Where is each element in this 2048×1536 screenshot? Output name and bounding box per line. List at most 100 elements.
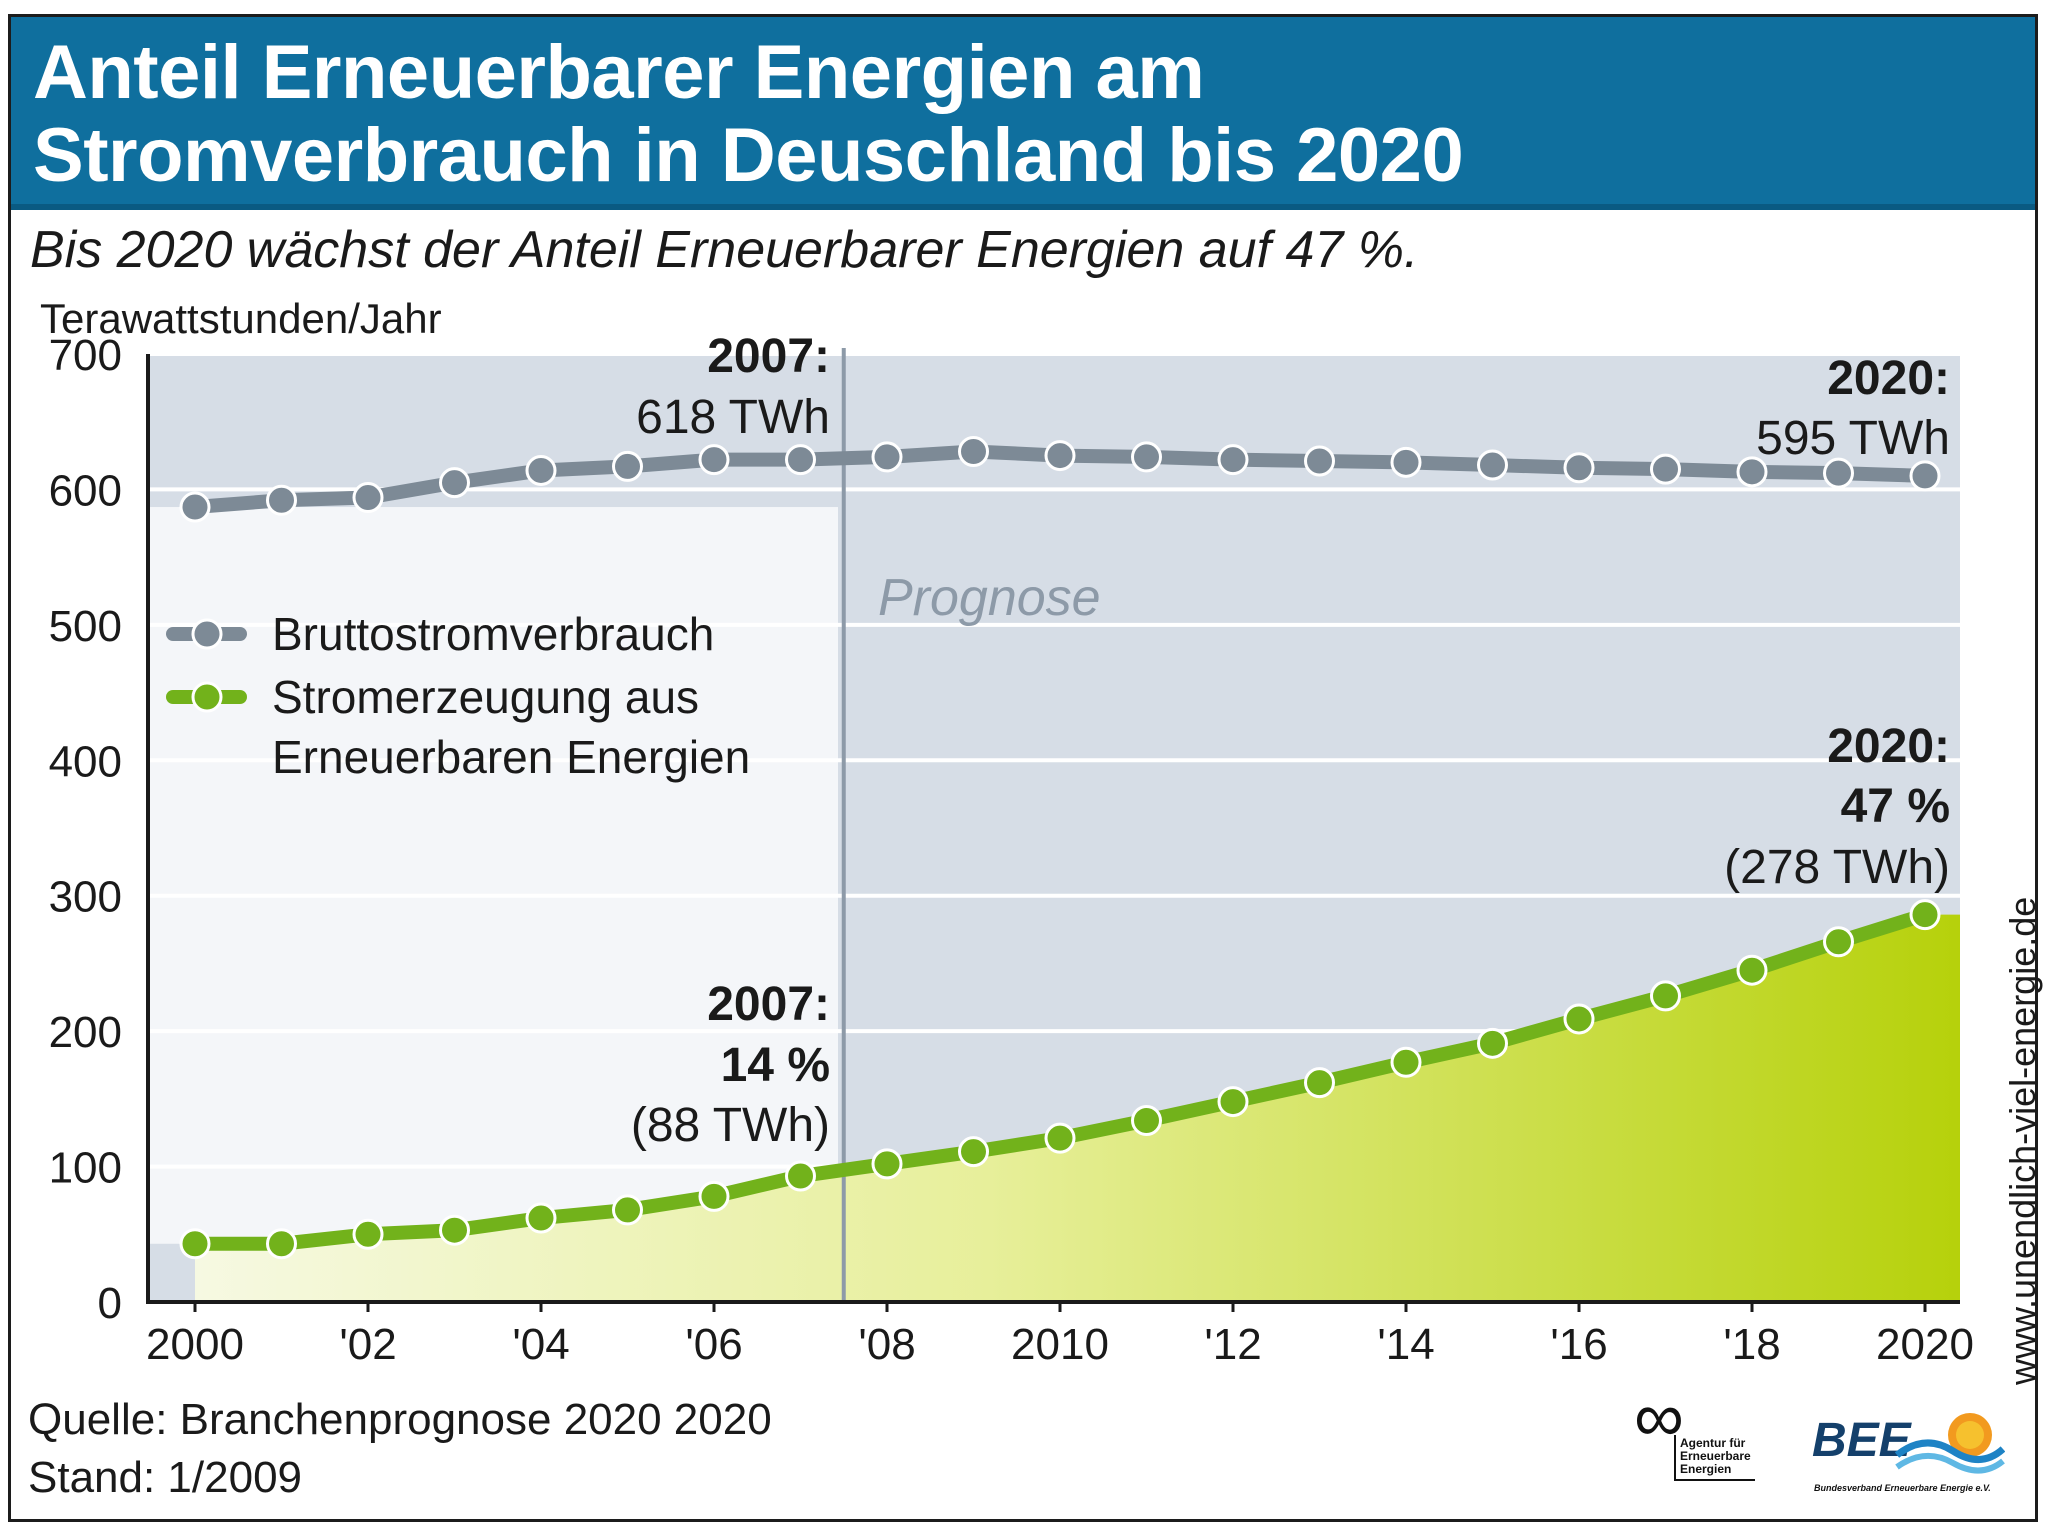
y-tick-label: 700: [49, 331, 122, 380]
gross-point: [439, 467, 470, 499]
gross-point: [1131, 441, 1162, 473]
agentur-logo-text: Agentur für Erneuerbare Energien: [1674, 1435, 1755, 1481]
renewables-point: [179, 1228, 211, 1260]
renewables-point: [1217, 1086, 1249, 1118]
status-line: Stand: 1/2009: [28, 1453, 303, 1502]
history-band: [148, 507, 838, 1244]
gross-point: [525, 454, 557, 486]
gross-point: [698, 444, 730, 476]
renewables-point: [1563, 1003, 1595, 1035]
gross-point: [1477, 449, 1508, 481]
gross-point: [266, 484, 297, 516]
x-tick-label: '18: [1723, 1320, 1780, 1369]
x-tick-label: 2020: [1876, 1320, 1974, 1369]
gross-point: [785, 444, 816, 476]
renewables-point: [266, 1228, 297, 1260]
y-tick-label: 600: [49, 466, 122, 515]
x-tick-label: '08: [858, 1320, 915, 1369]
y-tick-label: 400: [49, 737, 122, 786]
x-tick-label: '02: [339, 1320, 396, 1369]
header-bar: Anteil Erneuerbarer Energien am Stromver…: [11, 17, 2035, 210]
annotation-value: (88 TWh): [631, 1099, 830, 1152]
y-tick-label: 500: [49, 602, 122, 651]
renewables-point: [785, 1160, 816, 1192]
gross-point: [1217, 444, 1249, 476]
x-tick-label: '14: [1377, 1320, 1434, 1369]
legend-label-renewables: Stromerzeugung aus: [272, 671, 699, 723]
y-axis-label: Terawattstunden/Jahr: [40, 295, 442, 342]
sun-wave-icon: [1895, 1413, 2005, 1474]
x-tick-label: '06: [685, 1320, 742, 1369]
renewables-point: [698, 1180, 730, 1212]
annotation-value: 595 TWh: [1756, 412, 1950, 465]
chart-title: Anteil Erneuerbarer Energien am Stromver…: [33, 30, 1464, 198]
x-tick-label: 2010: [1011, 1320, 1109, 1369]
annotation-year: 2020:: [1827, 720, 1950, 773]
annotation-percent: 14 %: [721, 1039, 830, 1092]
axes: 0 100 200 300 400 500 600 700 2000 '02 '04 '06 '08 20…: [49, 331, 1974, 1369]
gross-point: [1304, 445, 1335, 477]
annotation-year: 2007:: [707, 978, 830, 1031]
series-bruttostromverbrauch: [179, 436, 1941, 523]
legend: Bruttostromverbrauch Stromerzeugung aus Er…: [166, 608, 750, 783]
renewables-point: [439, 1214, 470, 1246]
renewables-point: [352, 1218, 384, 1250]
side-url: www.unendlich-viel-energie.de: [2002, 897, 2043, 1386]
x-tick-label: 2000: [146, 1320, 244, 1369]
renewables-point: [1390, 1046, 1422, 1078]
gross-point: [352, 482, 384, 514]
renewables-point: [958, 1136, 989, 1168]
x-tick-label: '12: [1204, 1320, 1261, 1369]
gross-point: [1390, 446, 1422, 478]
bee-logo-word: BEE: [1812, 1414, 1911, 1467]
y-tick-label: 100: [49, 1144, 122, 1193]
gross-point: [1823, 457, 1854, 489]
annotation-year: 2020:: [1827, 352, 1950, 405]
annotation-year: 2007:: [707, 330, 830, 383]
legend-gross-swatch-dot: [191, 618, 223, 650]
renewables-point: [1044, 1122, 1076, 1154]
y-tick-label: 0: [98, 1279, 122, 1328]
renewables-point: [1909, 899, 1941, 931]
x-tick-label: '04: [512, 1320, 569, 1369]
annotations: 2007: 618 TWh 2020: 595 TWh 2007: 14 % (88 TWh…: [631, 330, 1950, 1152]
gross-point: [1909, 460, 1941, 492]
bee-logo-subtitle: Bundesverband Erneuerbare Energie e.V.: [1814, 1483, 1991, 1493]
agentur-logo: ∞ Agentur für Erneuerbare Energien: [1634, 1378, 1764, 1505]
renewables-area-fill: [195, 914, 1960, 1302]
renewables-point: [871, 1148, 903, 1180]
renewables-area: [195, 914, 1960, 1302]
forecast-divider: Prognose: [841, 348, 1101, 1302]
renewables-point: [1304, 1067, 1335, 1099]
legend-label-renewables-cont: Erneuerbaren Energien: [272, 731, 750, 783]
series-erneuerbare: [179, 899, 1941, 1260]
y-tick-label: 200: [49, 1008, 122, 1057]
annotation-percent: 47 %: [1841, 780, 1950, 833]
gross-point: [1563, 452, 1595, 484]
gross-point: [958, 436, 989, 468]
source-line: Quelle: Branchenprognose 2020 2020: [28, 1395, 772, 1444]
renewables-point: [612, 1194, 643, 1226]
gross-point: [1044, 440, 1076, 472]
gross-point: [179, 491, 211, 523]
renewables-point: [1823, 926, 1854, 958]
gross-point: [612, 450, 643, 482]
y-tick-label: 300: [49, 873, 122, 922]
gross-point: [1736, 456, 1768, 488]
bee-logo: BEE Bundesverband Erneuerbare Energie e.…: [1800, 1405, 2010, 1505]
legend-label-gross: Bruttostromverbrauch: [272, 608, 714, 660]
chart-subtitle: Bis 2020 wächst der Anteil Erneuerbarer …: [30, 221, 1419, 279]
renewables-point: [1131, 1105, 1162, 1137]
gross-point: [871, 441, 903, 473]
gross-point: [1650, 453, 1681, 485]
renewables-point: [525, 1202, 557, 1234]
renewables-point: [1477, 1027, 1508, 1059]
forecast-label: Prognose: [878, 569, 1101, 627]
annotation-value: 618 TWh: [636, 391, 830, 444]
x-tick-label: '16: [1550, 1320, 1607, 1369]
annotation-value: (278 TWh): [1724, 841, 1950, 894]
renewables-point: [1736, 954, 1768, 986]
legend-renewables-swatch-dot: [191, 681, 223, 713]
renewables-point: [1650, 980, 1681, 1012]
